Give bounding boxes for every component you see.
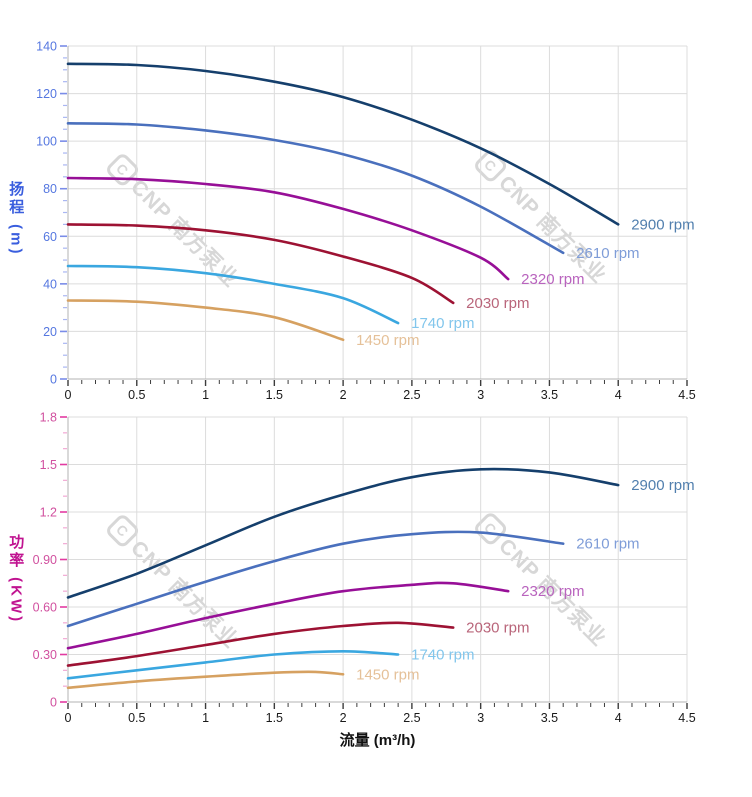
curve-label-1450-rpm: 1450 rpm [356,666,419,683]
power-vs-flow-chart: 0 0.5 1 1.5 2 2.5 3 3.5 4 4.5 0 0.30 0.60 0.90 1.2 1.5 1… [33,411,696,726]
curve-1450-rpm [66,299,345,342]
svg-text:2: 2 [340,388,347,402]
y-ticks [60,416,67,703]
svg-text:3: 3 [477,388,484,402]
svg-text:2.5: 2.5 [403,711,420,725]
curve-1740-rpm [66,264,400,325]
curve-label-2320-rpm: 2320 rpm [521,583,584,600]
svg-text:1.8: 1.8 [40,411,57,425]
svg-text:0.5: 0.5 [128,388,145,402]
svg-text:2: 2 [340,711,347,725]
svg-text:1.5: 1.5 [266,711,283,725]
curve-2030-rpm [66,223,455,305]
curve-1740-rpm [66,649,400,680]
curve-2320-rpm [66,581,510,650]
curve-2030-rpm [66,621,455,667]
x-ticks [67,703,688,709]
svg-text:4: 4 [615,711,622,725]
curve-2320-rpm [66,176,510,281]
curve-2900-rpm [66,62,620,226]
curve-1450-rpm [66,670,345,690]
svg-text:0: 0 [65,388,72,402]
svg-text:4: 4 [615,388,622,402]
curve-label-2900-rpm: 2900 rpm [631,216,694,233]
svg-text:80: 80 [43,182,57,196]
curve-2610-rpm [66,530,565,628]
svg-text:1.5: 1.5 [40,458,57,472]
svg-text:0: 0 [50,696,57,710]
axis-lines [67,46,687,380]
svg-text:120: 120 [36,87,57,101]
x-ticks [67,380,688,386]
svg-text:3: 3 [477,711,484,725]
svg-text:0.60: 0.60 [33,601,57,615]
svg-text:3.5: 3.5 [541,711,558,725]
gridlines [68,416,688,702]
svg-text:140: 140 [36,40,57,54]
svg-text:1.2: 1.2 [40,506,57,520]
power-axis-title: 功率 (KW) [7,534,25,625]
curve-label-2900-rpm: 2900 rpm [631,477,694,494]
curve-2610-rpm [66,122,565,255]
curve-label-1740-rpm: 1740 rpm [411,315,474,332]
head-axis-title: 扬程 (m) [7,181,25,257]
svg-text:0.5: 0.5 [128,711,145,725]
axis-lines [67,417,687,703]
curve-2900-rpm [66,467,620,599]
svg-text:20: 20 [43,325,57,339]
svg-text:3.5: 3.5 [541,388,558,402]
svg-text:2.5: 2.5 [403,388,420,402]
svg-text:0: 0 [50,373,57,387]
head-vs-flow-chart: 0 0.5 1 1.5 2 2.5 3 3.5 4 4.5 0 20 40 60 80 100 120 140 29… [36,40,696,403]
svg-text:1: 1 [202,388,209,402]
svg-text:1.5: 1.5 [266,388,283,402]
curve-label-2610-rpm: 2610 rpm [576,245,639,262]
svg-text:60: 60 [43,230,57,244]
svg-text:40: 40 [43,277,57,291]
gridlines [68,45,688,379]
curve-label-2610-rpm: 2610 rpm [576,536,639,553]
curve-label-1450-rpm: 1450 rpm [356,332,419,349]
curve-label-2320-rpm: 2320 rpm [521,271,584,288]
y-tick-labels: 0 0.30 0.60 0.90 1.2 1.5 1.8 [33,411,57,710]
svg-text:1: 1 [202,711,209,725]
svg-text:0: 0 [65,711,72,725]
svg-text:4.5: 4.5 [678,711,695,725]
svg-text:4.5: 4.5 [678,388,695,402]
curve-label-2030-rpm: 2030 rpm [466,620,529,637]
x-tick-labels: 0 0.5 1 1.5 2 2.5 3 3.5 4 4.5 [65,388,696,402]
curve-label-2030-rpm: 2030 rpm [466,295,529,312]
svg-text:0.30: 0.30 [33,648,57,662]
y-ticks [60,45,67,380]
x-tick-labels: 0 0.5 1 1.5 2 2.5 3 3.5 4 4.5 [65,711,696,725]
curve-label-1740-rpm: 1740 rpm [411,647,474,664]
svg-text:0.90: 0.90 [33,553,57,567]
y-tick-labels: 0 20 40 60 80 100 120 140 [36,40,57,387]
svg-text:100: 100 [36,135,57,149]
flow-axis-title: 流量 (m³/h) [339,732,416,749]
